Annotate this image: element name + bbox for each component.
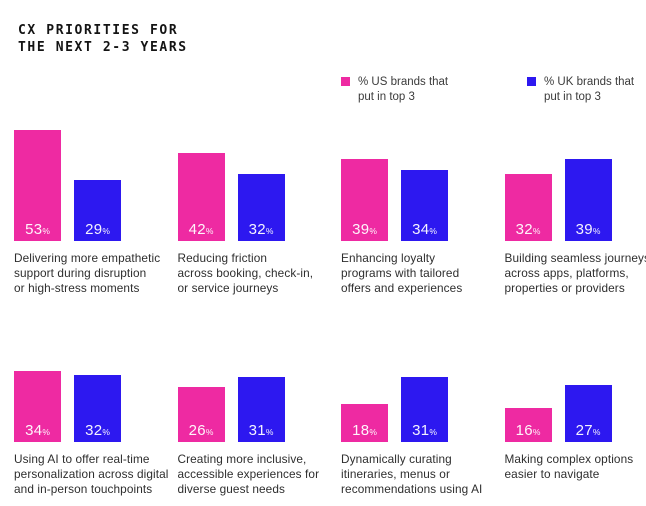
bar-group-caption: Enhancing loyalty programs with tailored… [341, 251, 463, 295]
bar-group-caption: Reducing friction across booking, check-… [177, 251, 314, 295]
us-bar: 34% [14, 371, 61, 442]
uk-legend-swatch-icon [527, 77, 536, 86]
uk-bar: 32% [237, 174, 285, 241]
bar-group-loyalty-programs: 39% 34% Enhancing loyalty programs with … [341, 129, 505, 296]
bar-value-label: 16% [515, 422, 541, 439]
uk-bar: 34% [401, 170, 448, 241]
bar-value-label: 34% [412, 221, 437, 238]
bar-group-caption: Delivering more empathetic support durin… [14, 251, 161, 295]
us-legend-swatch-icon [341, 77, 350, 86]
us-bar: 16% [504, 408, 552, 442]
uk-bar: 39% [564, 159, 612, 241]
bar-pair: 42% 32% [177, 129, 342, 241]
bar-pair: 26% 31% [177, 370, 342, 442]
uk-bar: 31% [401, 377, 448, 442]
bar-group-caption: Dynamically curating itineraries, menus … [341, 452, 483, 496]
bar-group-reducing-friction: 42% 32% Reducing friction across booking… [177, 129, 342, 296]
bar-group-caption: Creating more inclusive, accessible expe… [177, 452, 320, 496]
bar-value-label: 39% [352, 221, 377, 238]
us-bar: 53% [14, 130, 61, 241]
bar-value-label: 39% [575, 221, 601, 238]
bar-pair: 34% 32% [14, 370, 178, 442]
uk-bar: 32% [74, 375, 121, 442]
bar-row-bottom: 34% 32% Using AI to offer real-time pers… [14, 370, 646, 497]
bar-value-label: 32% [85, 422, 110, 439]
us-bar: 26% [177, 387, 225, 442]
us-bar: 32% [504, 174, 552, 241]
bar-value-label: 29% [85, 221, 110, 238]
legend-item-us: % US brands that put in top 3 [341, 75, 448, 104]
bar-value-label: 31% [248, 422, 274, 439]
us-bar: 18% [341, 404, 388, 442]
bar-pair: 32% 39% [504, 129, 646, 241]
bar-pair: 18% 31% [341, 370, 505, 442]
chart-title: CX PRIORITIES FOR THE NEXT 2-3 YEARS [18, 23, 188, 55]
legend-item-uk: % UK brands that put in top 3 [527, 75, 634, 104]
bar-group-empathetic-support: 53% 29% Delivering more empathetic suppo… [14, 129, 178, 296]
bar-value-label: 26% [188, 422, 214, 439]
us-bar: 39% [341, 159, 388, 241]
uk-legend-label: % UK brands that put in top 3 [544, 76, 635, 103]
us-bar: 42% [177, 153, 225, 241]
bar-value-label: 32% [248, 221, 274, 238]
bar-value-label: 42% [188, 221, 214, 238]
bar-value-label: 32% [515, 221, 541, 238]
us-legend-label: % US brands that put in top 3 [358, 76, 449, 103]
bar-group-caption: Using AI to offer real-time personalizat… [14, 452, 169, 496]
bar-value-label: 31% [412, 422, 437, 439]
uk-bar: 27% [564, 385, 612, 442]
bar-group-seamless-journeys: 32% 39% Building seamless journeys acros… [504, 129, 646, 296]
uk-bar: 31% [237, 377, 285, 442]
bar-pair: 53% 29% [14, 129, 178, 241]
bar-value-label: 18% [352, 422, 377, 439]
bar-group-caption: Making complex options easier to navigat… [504, 452, 634, 481]
bar-value-label: 27% [575, 422, 601, 439]
bar-pair: 16% 27% [504, 370, 646, 442]
bar-row-top: 53% 29% Delivering more empathetic suppo… [14, 129, 646, 296]
bar-group-inclusive-experiences: 26% 31% Creating more inclusive, accessi… [177, 370, 342, 497]
bar-pair: 39% 34% [341, 129, 505, 241]
bar-value-label: 34% [25, 422, 50, 439]
bar-value-label: 53% [25, 221, 50, 238]
uk-bar: 29% [74, 180, 121, 241]
bar-group-caption: Building seamless journeys across apps, … [504, 251, 646, 295]
bar-group-ai-personalization: 34% 32% Using AI to offer real-time pers… [14, 370, 178, 497]
bar-group-dynamic-curation: 18% 31% Dynamically curating itineraries… [341, 370, 505, 497]
bar-group-complex-options: 16% 27% Making complex options easier to… [504, 370, 646, 497]
